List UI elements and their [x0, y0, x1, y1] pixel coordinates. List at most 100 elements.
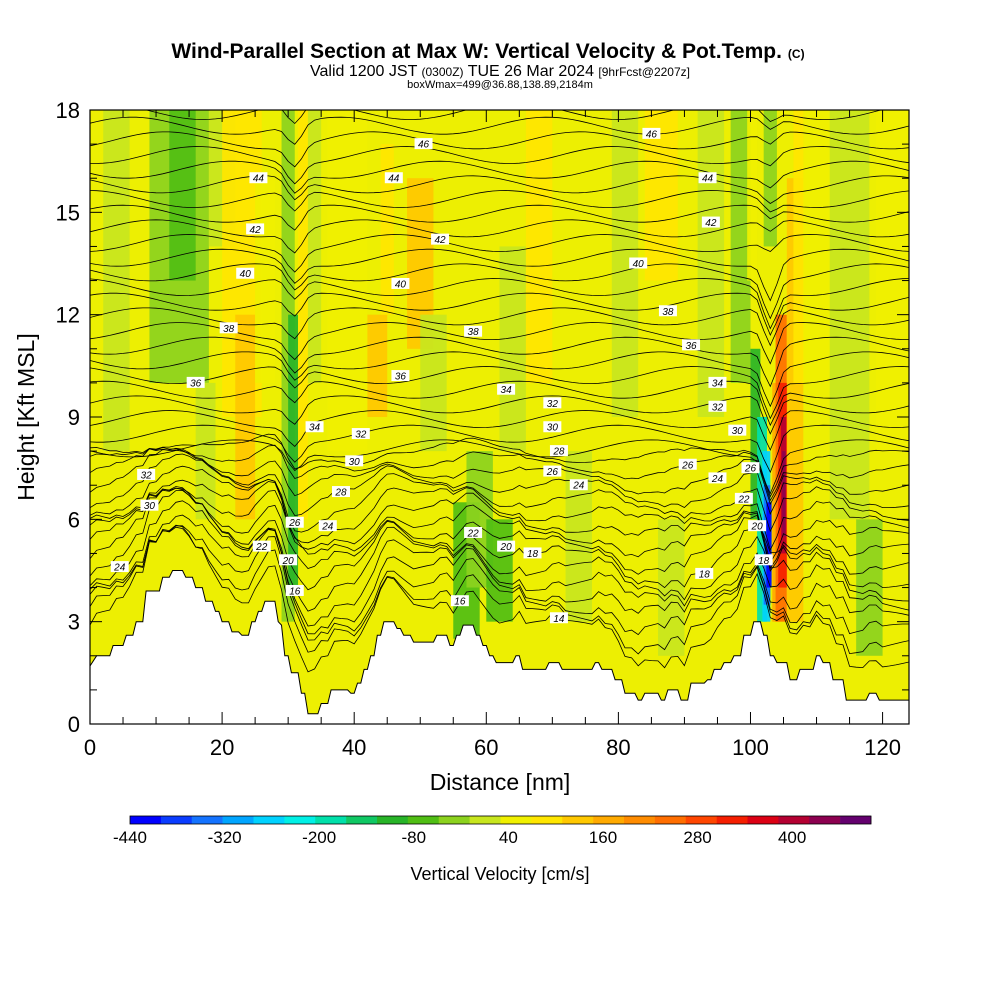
contour-label: 30	[543, 421, 562, 434]
velocity-band	[103, 110, 130, 452]
contour-label: 26	[741, 462, 760, 475]
colorbar-swatch	[778, 816, 810, 824]
svg-text:40: 40	[395, 279, 407, 290]
colorbar-swatch	[531, 816, 563, 824]
chart-subtitle-2: boxWmax=499@36.88,138.89,2184m	[407, 79, 593, 91]
svg-text:38: 38	[662, 307, 674, 318]
contour-label: 40	[236, 267, 255, 280]
svg-text:42: 42	[705, 218, 717, 229]
contour-label: 24	[569, 479, 588, 492]
contour-label: 46	[642, 127, 661, 140]
y-tick-labels: 0 3 6 9 12 15 18	[56, 98, 80, 737]
contour-label: 14	[549, 612, 568, 625]
colorbar-title: Vertical Velocity [cm/s]	[410, 864, 589, 884]
y-tick-label: 9	[68, 405, 80, 430]
svg-text:36: 36	[685, 341, 697, 352]
colorbar-swatch	[160, 816, 193, 824]
contour-label: 22	[464, 526, 483, 539]
theta-contour	[90, 190, 909, 213]
theta-contour	[90, 447, 909, 517]
svg-text:46: 46	[646, 129, 658, 140]
theta-contour	[90, 433, 909, 498]
svg-text:20: 20	[500, 542, 513, 553]
y-tick-label: 15	[56, 200, 80, 225]
svg-text:26: 26	[744, 464, 757, 475]
colorbar-tick-label: -440	[113, 828, 147, 847]
svg-text:28: 28	[334, 488, 347, 499]
contour-label: 24	[318, 520, 337, 533]
contour-label: 20	[748, 520, 767, 533]
theta-contour	[90, 410, 909, 451]
velocity-band	[380, 144, 394, 315]
theta-contour	[90, 234, 909, 273]
theta-contour	[90, 219, 909, 254]
svg-text:18: 18	[527, 549, 539, 560]
colorbar-swatch	[840, 816, 872, 824]
theta-contour	[90, 486, 909, 591]
svg-text:20: 20	[751, 522, 764, 533]
theta-contour	[90, 487, 909, 575]
velocity-band	[856, 519, 883, 656]
theta-contour	[90, 444, 909, 502]
theta-contour	[90, 160, 909, 194]
colorbar-tick-label: 160	[589, 828, 617, 847]
svg-text:34: 34	[712, 378, 724, 389]
axis-ticks	[89, 109, 909, 725]
colorbar-swatch	[562, 816, 594, 824]
x-tick-labels: 0 20 40 60 80 100 120	[84, 735, 901, 760]
svg-text:36: 36	[190, 378, 202, 389]
contour-label: 38	[658, 305, 677, 318]
velocity-band	[658, 519, 685, 656]
contour-label: 16	[450, 595, 469, 608]
svg-text:38: 38	[468, 327, 480, 338]
theta-contours	[90, 110, 909, 673]
contour-label: 18	[754, 554, 773, 567]
svg-text:20: 20	[282, 556, 295, 567]
contour-label: 28	[549, 445, 568, 458]
svg-text:24: 24	[572, 481, 585, 492]
theta-contour	[90, 380, 909, 427]
contour-label: 26	[543, 465, 562, 478]
colorbar-swatch	[500, 816, 532, 824]
colorbar-tick-label: -80	[401, 828, 426, 847]
svg-text:30: 30	[732, 426, 744, 437]
colorbar-swatch	[654, 816, 687, 824]
colorbar-swatch	[469, 816, 501, 824]
svg-text:26: 26	[681, 460, 694, 471]
contour-label: 20	[279, 554, 298, 567]
colorbar-swatch	[222, 816, 254, 824]
colorbar-labels: -440 -320 -200 -80 40 160 280 400	[113, 828, 806, 847]
copyright-mark: (C)	[788, 47, 805, 61]
colorbar	[129, 815, 872, 825]
velocity-band	[288, 314, 299, 588]
plot-area: 46 46 44 44 44 42 42 42 40 40 40 38 38 38 36 36 36 34 34 34…	[90, 110, 909, 724]
svg-text:44: 44	[253, 174, 265, 185]
contour-label: 38	[219, 322, 238, 335]
contour-label: 30	[140, 499, 159, 512]
contour-label: 40	[391, 277, 410, 290]
svg-text:30: 30	[349, 457, 361, 468]
svg-text:32: 32	[141, 470, 153, 481]
svg-text:34: 34	[501, 385, 513, 396]
svg-text:38: 38	[223, 324, 235, 335]
svg-text:40: 40	[633, 259, 645, 270]
theta-contour	[90, 525, 909, 641]
velocity-band	[763, 110, 777, 247]
svg-text:18: 18	[758, 556, 770, 567]
colorbar-swatch	[407, 816, 440, 824]
contour-label: 42	[701, 216, 720, 229]
svg-text:24: 24	[113, 563, 126, 574]
theta-contour	[90, 292, 909, 336]
theta-contour	[90, 465, 909, 551]
theta-contour	[90, 351, 909, 408]
colorbar-swatch	[346, 816, 378, 824]
theta-contour	[90, 131, 909, 168]
x-tick-label: 40	[342, 735, 366, 760]
svg-text:46: 46	[418, 140, 430, 151]
velocity-field	[90, 110, 909, 724]
svg-text:32: 32	[355, 430, 367, 441]
contour-label: 34	[708, 376, 727, 389]
velocity-band	[750, 348, 761, 520]
colorbar-swatch	[593, 816, 625, 824]
theta-contour	[90, 500, 909, 627]
